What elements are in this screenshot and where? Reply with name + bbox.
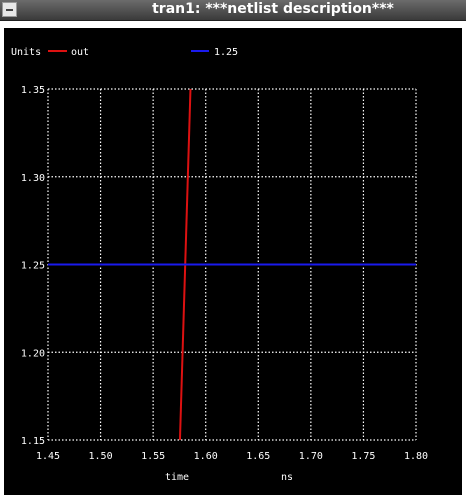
y-axis-label: Units xyxy=(11,47,41,58)
x-tick-label: 1.80 xyxy=(404,451,428,462)
x-axis-unit: ns xyxy=(281,472,293,483)
y-tick-label: 1.25 xyxy=(21,261,45,272)
x-tick-label: 1.60 xyxy=(194,451,218,462)
y-tick-label: 1.15 xyxy=(21,436,45,447)
y-tick-label: 1.20 xyxy=(21,348,45,359)
x-tick-label: 1.75 xyxy=(351,451,375,462)
waveform-chart: Units out 1.25 1.45 1.50 1.55 1.60 1.65 1.70 1… xyxy=(11,47,428,483)
x-tick-label: 1.65 xyxy=(246,451,270,462)
series xyxy=(48,88,416,441)
legend-label-1-25: 1.25 xyxy=(214,47,238,58)
x-axis-label: time xyxy=(165,472,189,483)
plot-area: Units out 1.25 1.45 1.50 1.55 1.60 1.65 1.70 1… xyxy=(4,28,462,495)
title-bar[interactable]: tran1: ***netlist description*** xyxy=(0,0,466,21)
y-tick-label: 1.35 xyxy=(21,85,45,96)
tick-labels: 1.45 1.50 1.55 1.60 1.65 1.70 1.75 1.80 1.15 1.20… xyxy=(21,85,428,462)
legend-label-out: out xyxy=(71,47,89,58)
minimize-icon xyxy=(6,9,13,11)
window-title: tran1: ***netlist description*** xyxy=(152,1,394,17)
x-tick-label: 1.50 xyxy=(89,451,113,462)
window-menu-button[interactable] xyxy=(2,2,17,17)
x-tick-label: 1.45 xyxy=(36,451,60,462)
x-tick-label: 1.70 xyxy=(299,451,323,462)
x-tick-label: 1.55 xyxy=(141,451,165,462)
y-tick-label: 1.30 xyxy=(21,173,45,184)
